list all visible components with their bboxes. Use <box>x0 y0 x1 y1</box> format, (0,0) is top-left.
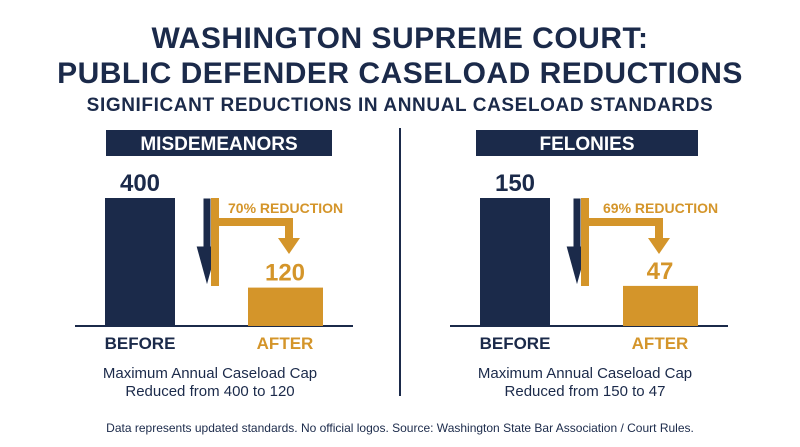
value-label-after: 120 <box>265 260 305 287</box>
bar-before <box>105 198 175 326</box>
page-title-line-2: PUBLIC DEFENDER CASELOAD REDUCTIONS <box>57 57 743 90</box>
reduction-arrow-icon <box>581 198 670 286</box>
caption-line-1: Maximum Annual Caseload Cap <box>477 365 693 382</box>
page-title-line-1: WASHINGTON SUPREME COURT: <box>151 22 649 55</box>
caption-line-2: Reduced from 150 to 47 <box>504 383 666 400</box>
value-label-before: 400 <box>120 170 160 197</box>
category-label-after: AFTER <box>632 334 689 353</box>
panel-title-bg <box>106 130 332 156</box>
felonies-caption: Maximum Annual Caseload Cap Reduced from… <box>435 365 735 401</box>
panel-title: MISDEMEANORS <box>140 134 297 155</box>
bar-before <box>480 198 550 326</box>
misdemeanors-chart: MISDEMEANORS 400 120 70% REDUCTION BEFOR… <box>75 130 353 353</box>
misdemeanors-caption: Maximum Annual Caseload Cap Reduced from… <box>60 365 360 401</box>
reduction-arrow-icon <box>211 198 300 286</box>
panel-divider <box>399 128 401 396</box>
footnote: Data represents updated standards. No of… <box>106 421 694 435</box>
reduction-annotation: 69% REDUCTION <box>603 200 718 216</box>
category-label-before: BEFORE <box>105 334 176 353</box>
panel-title: FELONIES <box>539 134 634 155</box>
reduction-annotation: 70% REDUCTION <box>228 200 343 216</box>
category-label-before: BEFORE <box>480 334 551 353</box>
category-label-after: AFTER <box>257 334 314 353</box>
page-subtitle: SIGNIFICANT REDUCTIONS IN ANNUAL CASELOA… <box>86 95 714 116</box>
bar-after <box>248 287 323 326</box>
caption-line-1: Maximum Annual Caseload Cap <box>102 365 318 382</box>
bar-after <box>623 285 698 326</box>
value-label-after: 47 <box>647 258 674 285</box>
value-label-before: 150 <box>495 170 535 197</box>
felonies-chart: FELONIES 150 47 69% REDUCTION BEFORE AFT… <box>450 130 728 353</box>
panel-title-bg <box>476 130 698 156</box>
caption-line-2: Reduced from 400 to 120 <box>125 383 295 400</box>
